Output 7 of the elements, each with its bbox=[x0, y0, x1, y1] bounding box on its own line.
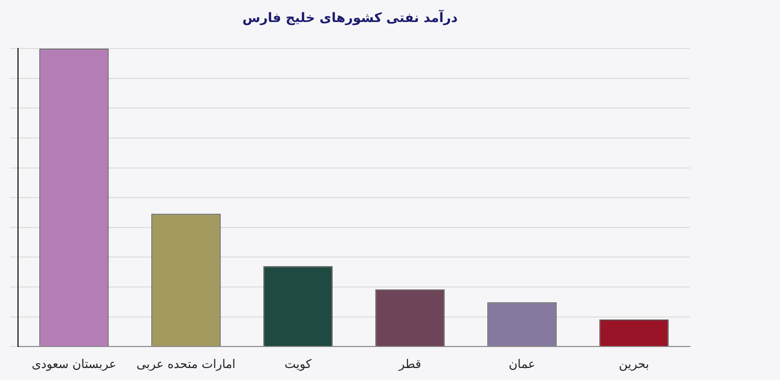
x-tick-label: کویت bbox=[284, 356, 312, 371]
x-tick-label: عمان bbox=[508, 356, 536, 371]
x-tick-label: امارات متحده عربی bbox=[136, 356, 236, 371]
x-tick-label: عربستان سعودی bbox=[32, 356, 116, 371]
x-tick-label: بحرین bbox=[618, 356, 650, 371]
x-tick-label: قطر bbox=[398, 356, 422, 371]
chart-title: درآمد نفتی کشورهای خلیج فارس bbox=[242, 9, 458, 26]
